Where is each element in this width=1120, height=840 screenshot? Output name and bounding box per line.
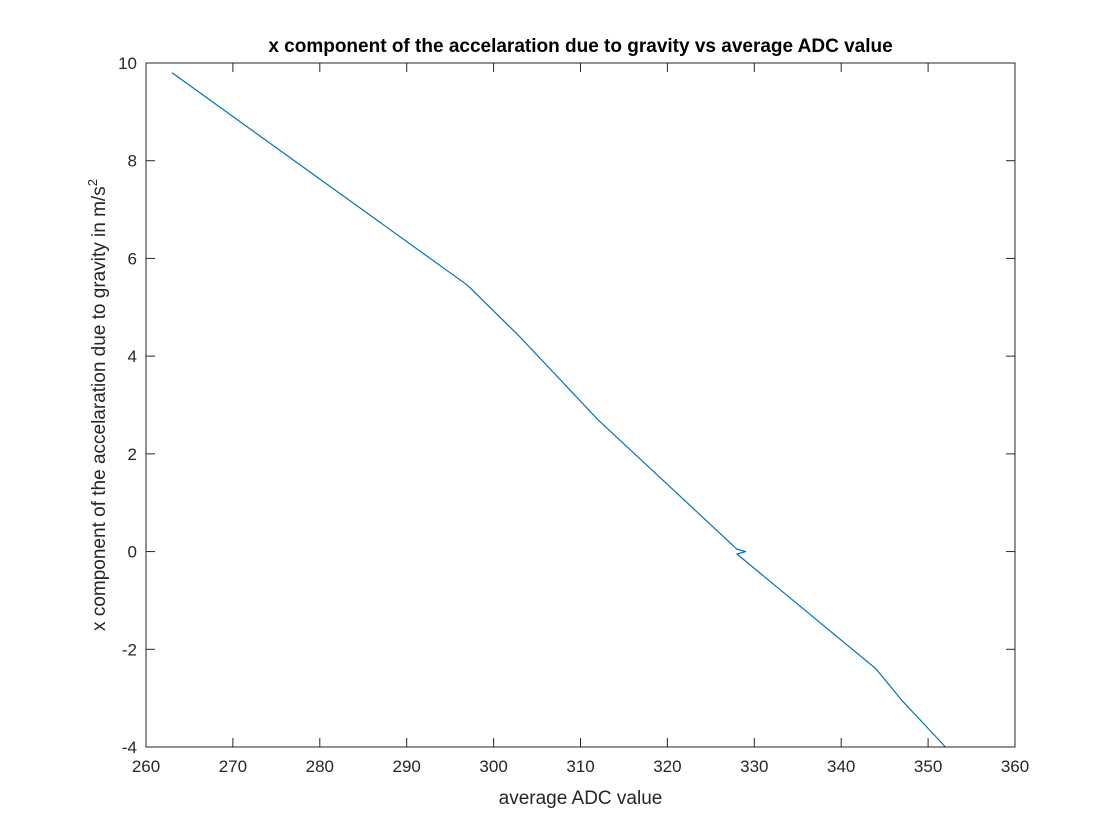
chart-title: x component of the accelaration due to g… bbox=[268, 36, 892, 57]
x-tick-label: 260 bbox=[132, 757, 160, 776]
y-ticks: -4 -2 0 2 4 6 8 10 bbox=[118, 54, 1015, 757]
x-tick-label: 360 bbox=[1001, 757, 1029, 776]
y-tick-label: -4 bbox=[122, 738, 137, 757]
x-tick-label: 320 bbox=[653, 757, 681, 776]
x-tick-label: 310 bbox=[566, 757, 594, 776]
x-tick-label: 350 bbox=[914, 757, 942, 776]
x-tick-label: 300 bbox=[479, 757, 507, 776]
x-axis-label: average ADC value bbox=[499, 788, 663, 809]
y-axis-label: x component of the accelaration due to g… bbox=[85, 179, 110, 631]
plot-area bbox=[146, 63, 1015, 747]
series-line-1 bbox=[171, 72, 946, 748]
series-layer bbox=[171, 72, 946, 748]
x-tick-label: 290 bbox=[393, 757, 421, 776]
y-tick-label: 0 bbox=[128, 543, 137, 562]
y-tick-label: 8 bbox=[128, 152, 137, 171]
x-ticks: 260 270 280 290 300 310 320 330 340 350 360 bbox=[132, 63, 1029, 776]
y-tick-label: 4 bbox=[128, 347, 137, 366]
y-axis-label-superscript: 2 bbox=[85, 179, 100, 186]
y-axis-label-main: x component of the accelaration due to g… bbox=[89, 186, 110, 631]
y-tick-label: 6 bbox=[128, 249, 137, 268]
y-tick-label: -2 bbox=[122, 640, 137, 659]
x-tick-label: 270 bbox=[219, 757, 247, 776]
x-tick-label: 340 bbox=[827, 757, 855, 776]
x-tick-label: 330 bbox=[740, 757, 768, 776]
x-tick-label: 280 bbox=[306, 757, 334, 776]
y-tick-label: 10 bbox=[118, 54, 137, 73]
y-tick-label: 2 bbox=[128, 445, 137, 464]
